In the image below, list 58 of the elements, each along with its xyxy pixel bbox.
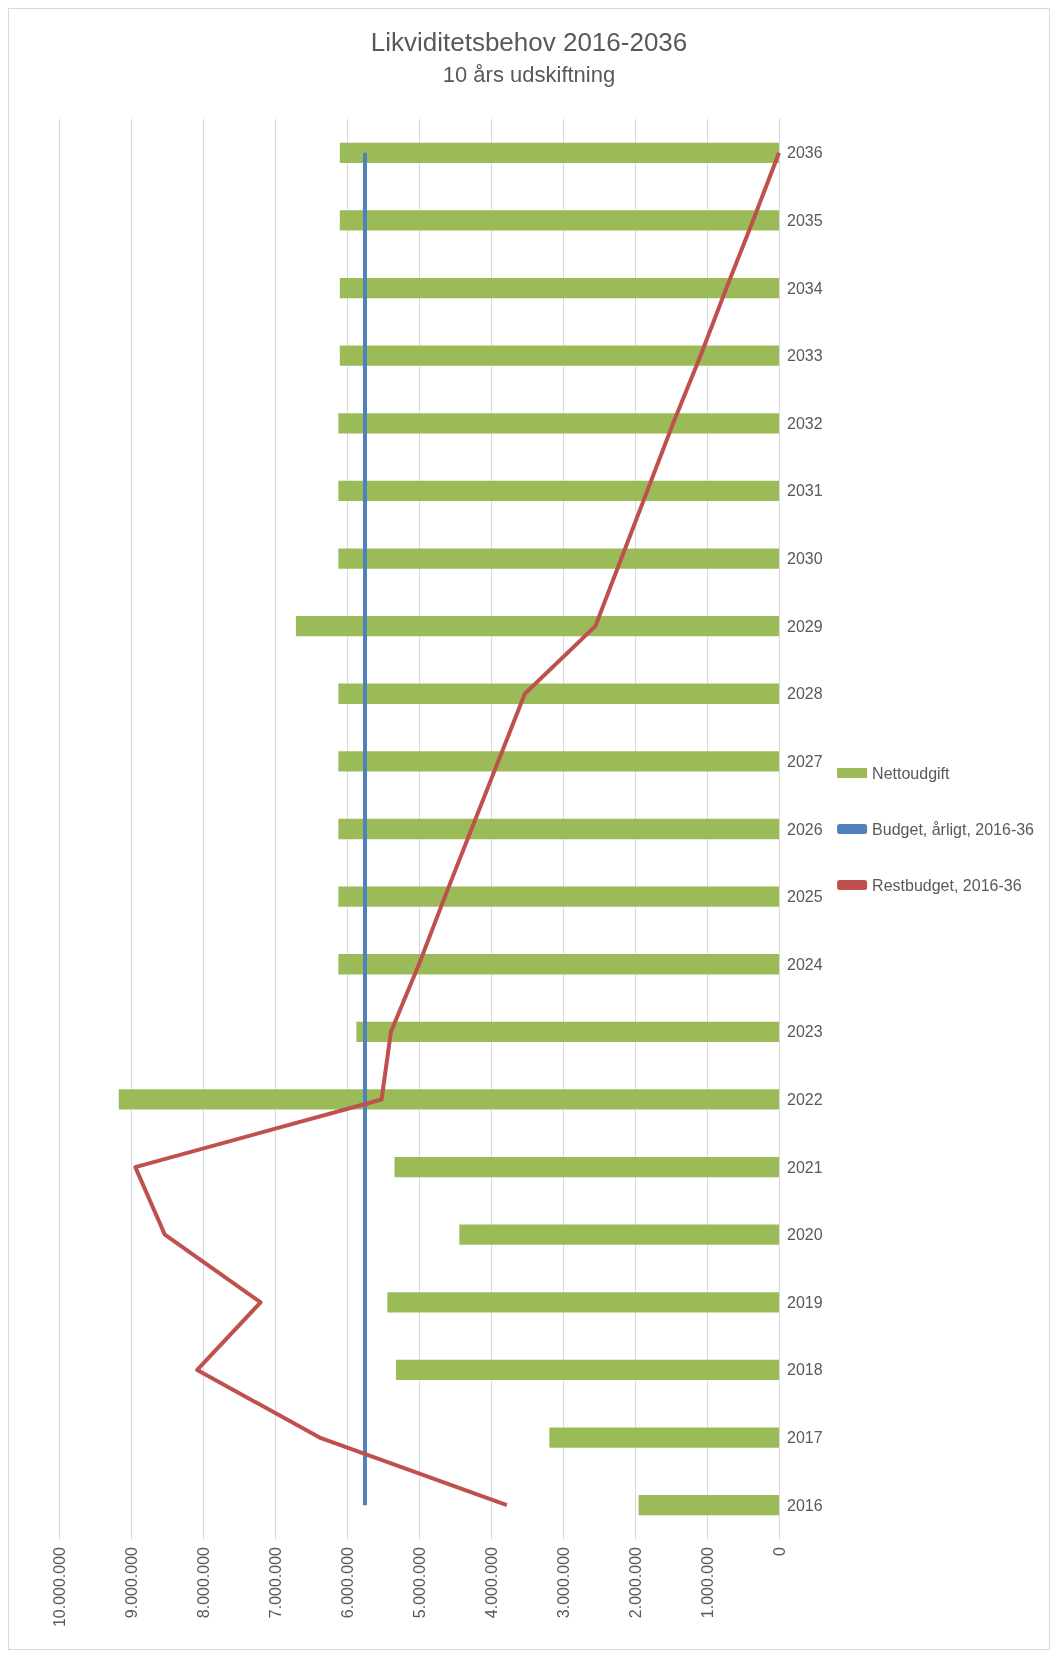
y-tick-label: 2028: [787, 685, 823, 703]
y-tick-label: 2030: [787, 550, 823, 568]
y-tick-label: 2026: [787, 820, 823, 838]
y-tick-label: 2018: [787, 1361, 823, 1379]
bar: [338, 954, 779, 975]
bar: [339, 142, 779, 163]
y-tick-label: 2034: [787, 279, 823, 297]
y-tick-label: 2023: [787, 1023, 823, 1041]
y-tick-label: 2032: [787, 414, 823, 432]
y-tick-label: 2035: [787, 211, 823, 229]
x-tick-label: 3.000.000: [554, 1546, 572, 1619]
bar: [338, 480, 779, 502]
y-tick-label: 2016: [787, 1496, 823, 1514]
bar: [338, 413, 779, 434]
y-tick-label: 2031: [787, 482, 823, 500]
y-tick-label: 2036: [787, 144, 823, 162]
bar: [394, 1156, 779, 1178]
x-tick-label: 1.000.000: [698, 1546, 716, 1619]
bar: [387, 1292, 779, 1313]
bar: [356, 1021, 779, 1042]
bar: [459, 1224, 779, 1245]
x-tick-label: 10.000.000: [50, 1546, 68, 1628]
x-tick-label: 5.000.000: [410, 1546, 428, 1619]
x-tick-label: 8.000.000: [194, 1546, 212, 1619]
y-tick-label: 2019: [787, 1293, 823, 1311]
legend-label: Budget, årligt, 2016-36: [872, 820, 1035, 838]
bar: [339, 210, 779, 231]
x-tick-label: 0: [770, 1546, 788, 1556]
y-tick-label: 2024: [787, 955, 823, 973]
bar: [118, 1089, 779, 1110]
x-tick-label: 2.000.000: [626, 1546, 644, 1619]
bar: [338, 818, 779, 840]
x-tick-label: 9.000.000: [122, 1546, 140, 1619]
x-tick-label: 4.000.000: [482, 1546, 500, 1619]
x-tick-label: 6.000.000: [338, 1546, 356, 1619]
y-tick-label: 2025: [787, 888, 823, 906]
y-tick-label: 2022: [787, 1090, 823, 1108]
bar: [549, 1427, 779, 1448]
bar: [338, 683, 779, 704]
bar: [338, 548, 779, 569]
y-tick-label: 2029: [787, 617, 823, 635]
bar: [338, 751, 779, 772]
bar: [295, 616, 779, 637]
bar: [395, 1359, 779, 1381]
y-tick-label: 2033: [787, 347, 823, 365]
y-tick-label: 2017: [787, 1429, 823, 1447]
legend-label: Restbudget, 2016-36: [872, 876, 1022, 894]
bar: [638, 1495, 779, 1516]
bar: [338, 886, 779, 907]
y-tick-label: 2021: [787, 1158, 823, 1176]
y-tick-label: 2020: [787, 1226, 823, 1244]
bar: [339, 345, 779, 366]
chart-subtitle: 10 års udskiftning: [442, 61, 616, 87]
bar: [339, 277, 779, 299]
x-tick-label: 7.000.000: [266, 1546, 284, 1619]
y-tick-label: 2027: [787, 752, 823, 770]
legend-label: Nettoudgift: [872, 764, 951, 782]
chart-title: Likviditetsbehov 2016-2036: [370, 27, 688, 57]
